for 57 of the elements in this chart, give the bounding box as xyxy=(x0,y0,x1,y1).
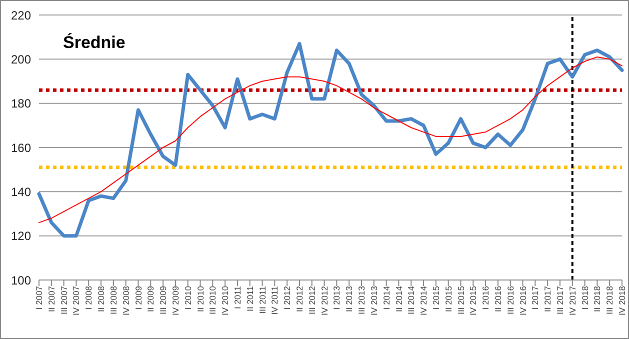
x-tick-label: I 2010 xyxy=(182,286,193,310)
x-tick-label: IV 2010 xyxy=(220,286,230,316)
x-tick-label: IV 2013 xyxy=(368,286,379,316)
x-tick-label: I 2017 xyxy=(530,286,540,310)
x-tick-label: IV 2017 xyxy=(567,286,578,316)
y-tick-label: 160 xyxy=(10,140,32,155)
x-tick-label: II 2015 xyxy=(443,286,454,312)
x-tick-label: III 2017 xyxy=(555,286,566,314)
x-tick-label: IV 2007 xyxy=(71,286,82,316)
x-tick-label: III 2010 xyxy=(208,286,218,314)
x-tick-label: III 2014 xyxy=(406,286,416,314)
x-tick-label: I 2016 xyxy=(480,286,491,310)
line-series xyxy=(38,56,622,224)
x-tick-label: II 2007 xyxy=(46,286,56,312)
x-tick-label: II 2011 xyxy=(244,286,255,312)
x-tick-label: IV 2016 xyxy=(518,286,528,316)
text: Średnie xyxy=(63,33,126,53)
y-tick-label: 220 xyxy=(10,8,32,22)
x-tick-label: I 2008 xyxy=(84,286,94,310)
y-tick-label: 120 xyxy=(10,229,32,244)
x-tick-label: I 2012 xyxy=(282,286,292,310)
x-tick-label: II 2013 xyxy=(344,286,354,312)
x-tick-label: IV 2012 xyxy=(319,286,330,316)
x-tick-label: III 2011 xyxy=(257,286,268,314)
x-tick-label: II 2014 xyxy=(394,286,404,312)
x-tick-label: I 2009 xyxy=(133,286,144,310)
x-tick-label: I 2007 xyxy=(34,286,44,310)
x-tick-label: IV 2009 xyxy=(170,286,180,316)
x-tick-label: III 2009 xyxy=(158,286,168,314)
x-tick-label: III 2008 xyxy=(108,286,118,314)
y-tick-label: 100 xyxy=(10,273,32,288)
x-tick-label: II 2017 xyxy=(542,286,553,312)
x-tick-label: IV 2015 xyxy=(468,286,478,316)
x-tick-label: III 2018 xyxy=(604,286,615,314)
x-tick-label: I 2015 xyxy=(430,286,441,310)
y-tick-label: 140 xyxy=(10,184,32,199)
x-tick-label: I 2018 xyxy=(580,286,590,310)
x-tick-label: II 2018 xyxy=(592,286,602,312)
y-tick-label: 180 xyxy=(10,96,32,111)
x-tick-label: I 2014 xyxy=(381,286,392,310)
x-tick-label: II 2010 xyxy=(195,286,206,312)
y-tick-label: 200 xyxy=(10,52,32,66)
x-tick-label: II 2008 xyxy=(96,286,106,312)
x-tick-label: I 2013 xyxy=(332,286,342,310)
x-tick-label: III 2015 xyxy=(456,286,466,314)
x-tick-label: IV 2011 xyxy=(270,286,280,315)
x-tick-label: IV 2008 xyxy=(120,286,131,316)
x-tick-label: III 2012 xyxy=(306,286,317,314)
x-tick-label: III 2013 xyxy=(356,286,367,314)
x-tick-label: III 2016 xyxy=(505,286,516,314)
x-tick-label: II 2012 xyxy=(294,286,305,312)
x-tick-label: IV 2014 xyxy=(418,286,429,316)
x-tick-label: II 2009 xyxy=(146,286,156,312)
x-tick-label: I 2011 xyxy=(232,286,243,310)
x-tick-label: III 2007 xyxy=(58,286,69,314)
x-tick-label: II 2016 xyxy=(492,286,503,312)
x-tick-label: IV 2018 xyxy=(617,286,628,316)
